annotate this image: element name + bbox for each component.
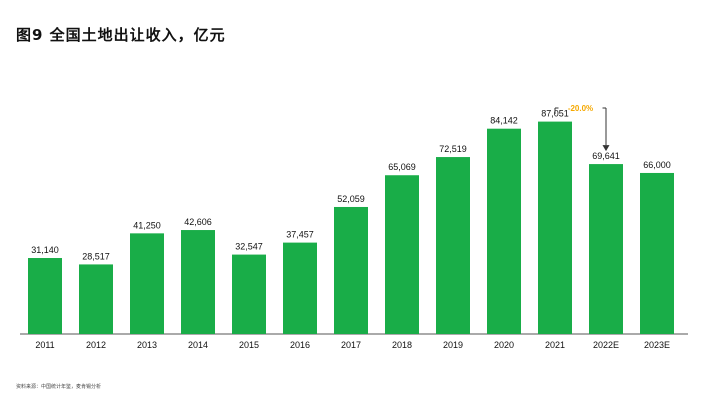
chart-title: 图9 全国土地出让收入，亿元 <box>16 26 226 44</box>
bar <box>232 254 266 334</box>
growth-label: -20.0% <box>568 104 593 113</box>
bar <box>79 264 113 334</box>
data-label: 69,641 <box>592 151 620 161</box>
x-tick-label: 2011 <box>35 340 54 350</box>
data-label: 28,517 <box>82 251 110 261</box>
data-label: 72,519 <box>439 144 467 154</box>
x-tick-label: 2016 <box>290 340 310 350</box>
x-tick-label: 2014 <box>188 340 208 350</box>
data-label: 66,000 <box>643 160 671 170</box>
x-tick-label: 2012 <box>86 340 106 350</box>
data-label: 42,606 <box>184 217 212 227</box>
bar <box>130 233 164 334</box>
source-note: 资料来源：中国统计年鉴，麦肯锡分析 <box>16 384 102 390</box>
data-label: 41,250 <box>133 220 161 230</box>
bars-layer: 31,140 2011 28,517 2012 41,250 2013 42,606 2014… <box>28 109 674 350</box>
x-tick-label: 2022E <box>593 340 619 350</box>
data-label: 65,069 <box>388 162 416 172</box>
x-tick-label: 2023E <box>644 340 670 350</box>
bar <box>538 121 572 335</box>
data-label: 31,140 <box>31 245 59 255</box>
bar <box>334 206 368 334</box>
x-tick-label: 2019 <box>443 340 463 350</box>
x-tick-label: 2013 <box>137 340 157 350</box>
x-tick-label: 2020 <box>494 340 514 350</box>
data-label: 32,547 <box>235 242 263 252</box>
bar <box>385 175 419 334</box>
bar <box>640 172 674 334</box>
x-tick-label: 2018 <box>392 340 412 350</box>
arrow-head <box>602 145 610 152</box>
data-label: 52,059 <box>337 194 365 204</box>
bar <box>487 128 521 334</box>
bar <box>28 258 62 334</box>
bar <box>283 242 317 334</box>
x-tick-label: 2017 <box>341 340 361 350</box>
bar <box>181 230 215 334</box>
x-tick-label: 2021 <box>545 340 565 350</box>
data-label: 84,142 <box>490 116 518 126</box>
bar <box>589 164 623 334</box>
x-tick-label: 2015 <box>239 340 259 350</box>
data-label: 37,457 <box>286 230 314 240</box>
bar <box>436 157 470 334</box>
growth-annotation: -20.0% <box>554 104 610 152</box>
